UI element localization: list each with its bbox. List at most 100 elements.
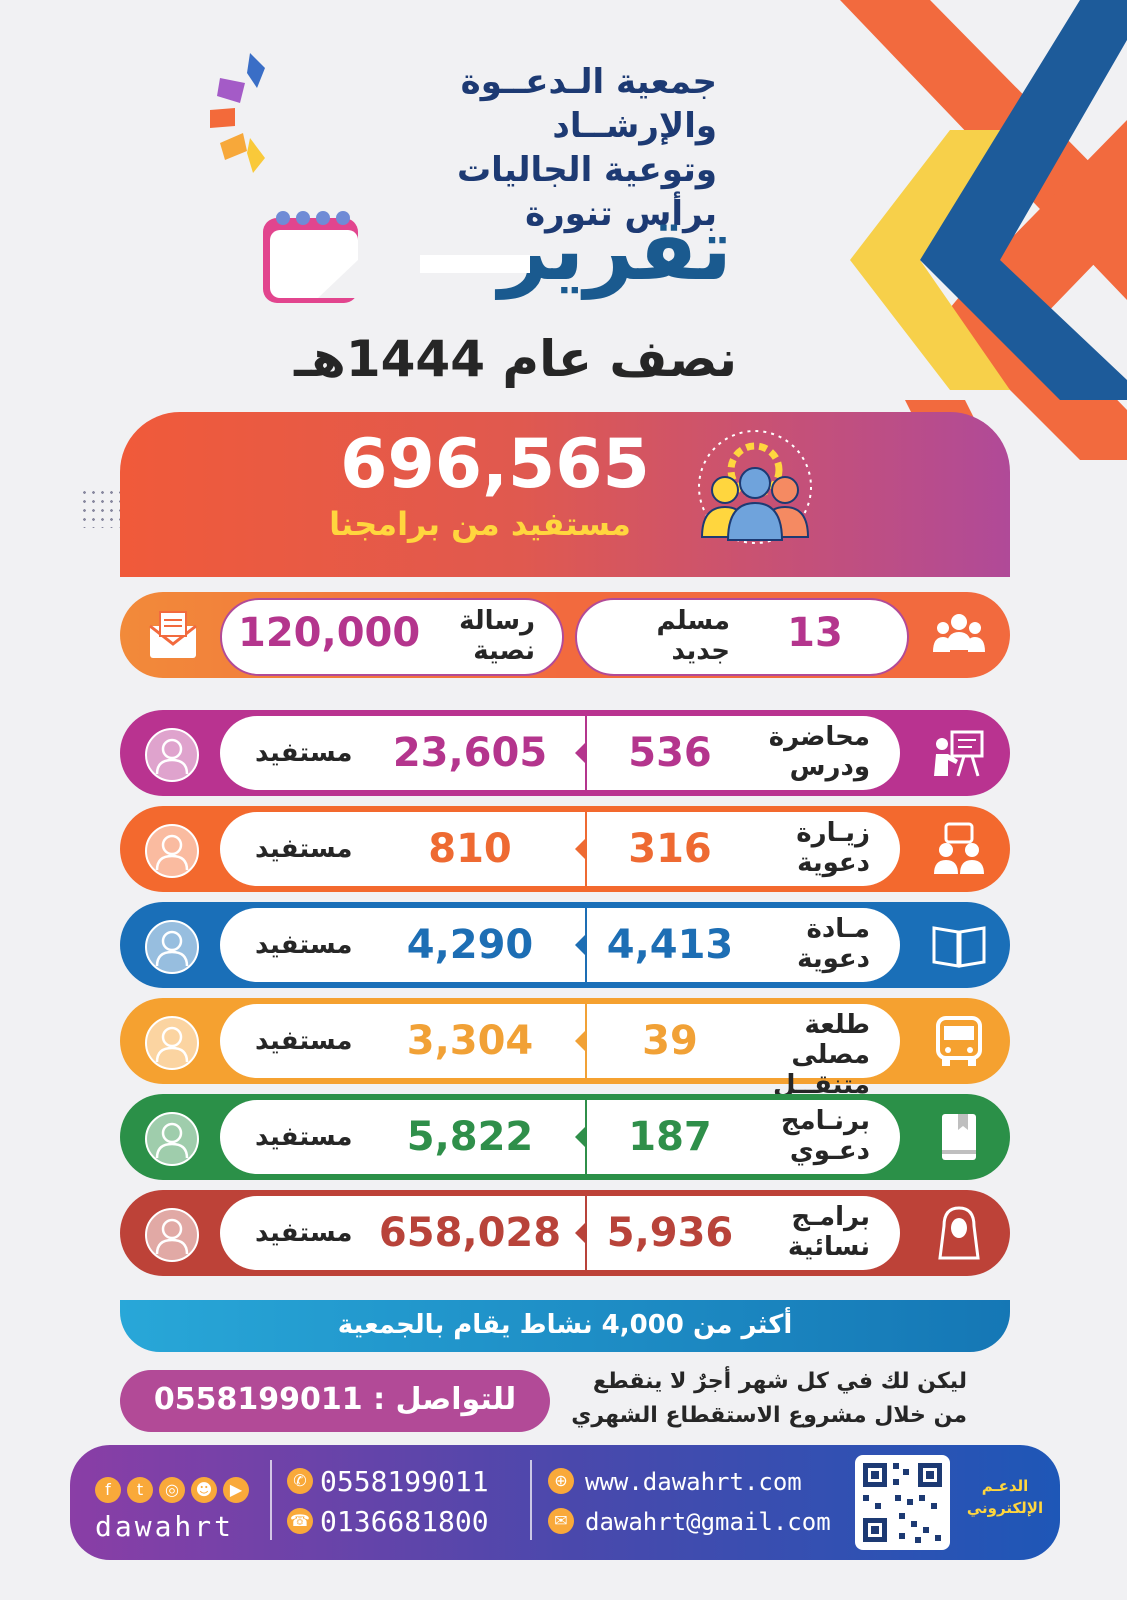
lecture-icon <box>928 722 990 784</box>
facebook-icon[interactable]: f <box>95 1477 121 1503</box>
snapchat-icon[interactable]: ☻ <box>191 1477 217 1503</box>
slogan-line2: من خلال مشروع الاستقطاع الشهري <box>571 1403 967 1428</box>
beneficiaries-label: مستفيد <box>255 834 353 864</box>
program-notch <box>575 1127 585 1147</box>
converts-number: 13 <box>787 610 843 656</box>
beneficiaries-label: مستفيد <box>255 1122 353 1152</box>
whatsapp-number[interactable]: 0558199011 <box>320 1465 489 1498</box>
slogan-line1: ليكن لك في كل شهر أجرٌ لا ينقطع <box>592 1369 967 1394</box>
program-card-divider <box>585 908 587 982</box>
program-notch <box>575 1223 585 1243</box>
program-label: طلعة مصلى متنقــل <box>720 1010 870 1100</box>
program-label: برنـامج دعـوي <box>720 1106 870 1166</box>
calendar-icon <box>263 211 358 303</box>
avatar-icon <box>145 824 199 878</box>
program-card <box>220 716 900 790</box>
website-link[interactable]: www.dawahrt.com <box>585 1468 802 1496</box>
email-icon: ✉ <box>548 1508 574 1534</box>
avatar-icon <box>145 728 199 782</box>
bus-icon <box>928 1010 990 1072</box>
messages-label-line1: رسالة <box>459 606 535 636</box>
beneficiaries-label: مستفيد <box>255 1218 353 1248</box>
title-underline <box>420 255 530 273</box>
phone-number[interactable]: 0136681800 <box>320 1505 489 1538</box>
program-count: 5,936 <box>606 1210 734 1256</box>
program-card <box>220 908 900 982</box>
beneficiaries-number: 23,605 <box>392 730 548 776</box>
beneficiaries-label: مستفيد <box>255 930 353 960</box>
program-count: 316 <box>628 826 712 872</box>
program-label-line2: نسائية <box>787 1232 870 1262</box>
footer-divider <box>530 1460 532 1540</box>
program-card-divider <box>585 1004 587 1078</box>
support-label: الدعـم الإلكتروني <box>960 1475 1050 1519</box>
report-period: نصف عام 1444هـ <box>294 330 737 388</box>
program-card-divider <box>585 1100 587 1174</box>
program-notch <box>575 743 585 763</box>
program-label: محاضرة ودرس <box>720 722 870 782</box>
program-card-divider <box>585 1196 587 1270</box>
program-label-line1: برامـج <box>791 1202 870 1232</box>
converts-label: مسلم جديد <box>625 606 730 666</box>
beneficiaries-label: مستفيد <box>255 738 353 768</box>
program-count: 536 <box>628 730 712 776</box>
organization-name: جمعية الـدعــوة والإرشــاد وتوعية الجالي… <box>357 60 717 236</box>
whatsapp-icon: ✆ <box>287 1468 313 1494</box>
program-count: 187 <box>628 1114 712 1160</box>
converts-label-line1: مسلم <box>656 606 730 636</box>
program-label: زيـارة دعوية <box>720 818 870 878</box>
avatar-icon <box>145 1208 199 1262</box>
program-label-line2: دعـوي <box>789 1136 870 1166</box>
twitter-icon[interactable]: t <box>127 1477 153 1503</box>
program-label-line1: طلعة مصلى <box>791 1010 870 1070</box>
group-icon <box>933 614 985 652</box>
beneficiaries-number: 810 <box>428 826 512 872</box>
organization-line2: وتوعية الجاليات برأس تنورة <box>456 150 717 234</box>
program-notch <box>575 839 585 859</box>
avatar-icon <box>145 920 199 974</box>
contact-phone[interactable]: 0558199011 <box>153 1382 363 1417</box>
contact-label: للتواصل : <box>373 1382 517 1417</box>
youtube-icon[interactable]: ▶ <box>223 1477 249 1503</box>
messages-number: 120,000 <box>238 610 421 656</box>
program-card <box>220 812 900 886</box>
hero-banner <box>120 412 1010 577</box>
book-open-icon <box>928 914 990 976</box>
beneficiaries-label: مستفيد <box>255 1026 353 1056</box>
organization-logo <box>210 53 265 173</box>
total-beneficiaries: 696,565 <box>340 425 650 504</box>
messages-card <box>220 598 564 676</box>
globe-icon: ⊕ <box>548 1468 574 1494</box>
program-card-divider <box>585 716 587 790</box>
beneficiaries-number: 4,290 <box>406 922 534 968</box>
organization-line1: جمعية الـدعــوة والإرشــاد <box>460 62 717 146</box>
avatar-icon <box>145 1112 199 1166</box>
program-card-divider <box>585 812 587 886</box>
program-label-line2: ودرس <box>789 752 870 782</box>
program-label-line1: زيـارة <box>796 818 870 848</box>
support-line1: الدعـم <box>981 1477 1029 1495</box>
avatar-icon <box>145 1016 199 1070</box>
book-icon <box>928 1106 990 1168</box>
program-label-line2: دعوية <box>797 848 870 878</box>
messages-label-line2: نصية <box>473 636 535 666</box>
program-label-line1: محاضرة <box>768 722 870 752</box>
footer-divider <box>270 1460 272 1540</box>
messages-label: رسالة نصية <box>425 606 535 666</box>
total-beneficiaries-label: مستفيد من برامجنا <box>329 505 631 543</box>
email-link[interactable]: dawahrt@gmail.com <box>585 1508 831 1536</box>
beneficiaries-number: 5,822 <box>406 1114 534 1160</box>
program-label: برامـج نسائية <box>720 1202 870 1262</box>
program-card <box>220 1004 900 1078</box>
program-label-line1: مـادة <box>806 914 870 944</box>
beneficiaries-number: 658,028 <box>378 1210 562 1256</box>
activities-banner: أكثر من 4,000 نشاط يقام بالجمعية <box>120 1300 1010 1352</box>
qr-code[interactable] <box>855 1455 950 1550</box>
program-label: مـادة دعوية <box>720 914 870 974</box>
program-notch <box>575 1031 585 1051</box>
people-gear-icon <box>698 430 812 544</box>
instagram-icon[interactable]: ◎ <box>159 1477 185 1503</box>
woman-icon <box>928 1202 990 1264</box>
contact-pill: للتواصل : 0558199011 <box>120 1370 550 1432</box>
